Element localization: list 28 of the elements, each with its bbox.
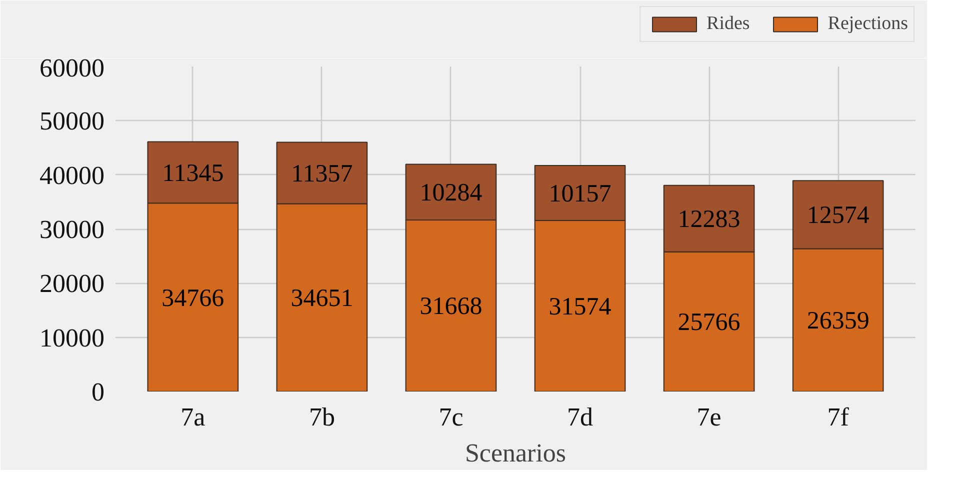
x-tick-label: 7f bbox=[827, 402, 850, 432]
data-label: 12283 bbox=[678, 206, 740, 234]
y-tick-label: 30000 bbox=[40, 215, 104, 244]
x-tick-label: 7a bbox=[180, 402, 206, 432]
x-axis-title: Scenarios bbox=[464, 438, 566, 468]
data-label: 12574 bbox=[806, 202, 870, 230]
y-tick-label: 20000 bbox=[40, 269, 104, 298]
legend-label: Rides bbox=[706, 13, 750, 35]
data-label: 31574 bbox=[548, 293, 612, 320]
data-label: 34766 bbox=[162, 284, 224, 312]
x-tick-label: 7e bbox=[696, 402, 722, 432]
y-tick-label: 40000 bbox=[40, 160, 104, 190]
data-label: 10284 bbox=[420, 180, 483, 207]
y-tick-label: 10000 bbox=[40, 323, 104, 352]
data-label: 26359 bbox=[806, 308, 870, 335]
legend-label: Rejections bbox=[828, 13, 908, 35]
x-tick-label: 7c bbox=[438, 402, 464, 432]
y-tick-label: 50000 bbox=[40, 106, 104, 136]
x-tick-label: 7d bbox=[567, 402, 594, 432]
data-label: 10157 bbox=[548, 180, 612, 208]
data-label: 25766 bbox=[678, 309, 740, 336]
data-label: 31668 bbox=[420, 293, 482, 320]
data-label: 11357 bbox=[291, 160, 353, 188]
y-tick-label: 60000 bbox=[40, 54, 104, 82]
data-label: 34651 bbox=[290, 285, 354, 312]
x-tick-label: 7b bbox=[308, 402, 335, 432]
data-label: 11345 bbox=[162, 160, 224, 187]
y-tick-label: 0 bbox=[92, 378, 104, 406]
